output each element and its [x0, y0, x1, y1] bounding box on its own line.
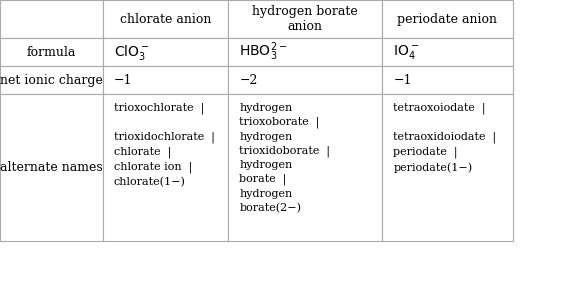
Text: tetraoxoiodate  |

tetraoxidoiodate  |
periodate  |
periodate(1−): tetraoxoiodate | tetraoxidoiodate | peri… [393, 103, 496, 173]
Text: formula: formula [27, 46, 76, 59]
Text: trioxochlorate  |

trioxidochlorate  |
chlorate  |
chlorate ion  |
chlorate(1−): trioxochlorate | trioxidochlorate | chlo… [114, 103, 215, 187]
Text: hydrogen
trioxoborate  |
hydrogen
trioxidoborate  |
hydrogen
borate  |
hydrogen
: hydrogen trioxoborate | hydrogen trioxid… [239, 103, 331, 213]
Text: $\mathrm{HBO_3^{2-}}$: $\mathrm{HBO_3^{2-}}$ [239, 41, 288, 63]
Bar [103, 0, 228, 38]
Text: $\mathrm{IO_4^-}$: $\mathrm{IO_4^-}$ [393, 43, 420, 61]
Bar [382, 94, 513, 241]
Text: hydrogen borate
anion: hydrogen borate anion [252, 5, 358, 33]
Bar [382, 0, 513, 38]
Bar [103, 66, 228, 94]
Bar [228, 38, 382, 66]
Text: net ionic charge: net ionic charge [0, 74, 103, 87]
Bar [0, 94, 103, 241]
Text: alternate names: alternate names [0, 161, 103, 174]
Bar [228, 0, 382, 38]
Bar [228, 94, 382, 241]
Bar [228, 66, 382, 94]
Text: chlorate anion: chlorate anion [120, 12, 211, 26]
Bar [0, 0, 103, 38]
Text: −1: −1 [114, 74, 132, 87]
Bar [382, 38, 513, 66]
Text: periodate anion: periodate anion [397, 12, 498, 26]
Bar [382, 66, 513, 94]
Text: $\mathrm{ClO_3^-}$: $\mathrm{ClO_3^-}$ [114, 43, 149, 62]
Bar [0, 66, 103, 94]
Bar [103, 94, 228, 241]
Bar [103, 38, 228, 66]
Text: −2: −2 [239, 74, 258, 87]
Bar [0, 38, 103, 66]
Text: −1: −1 [393, 74, 412, 87]
